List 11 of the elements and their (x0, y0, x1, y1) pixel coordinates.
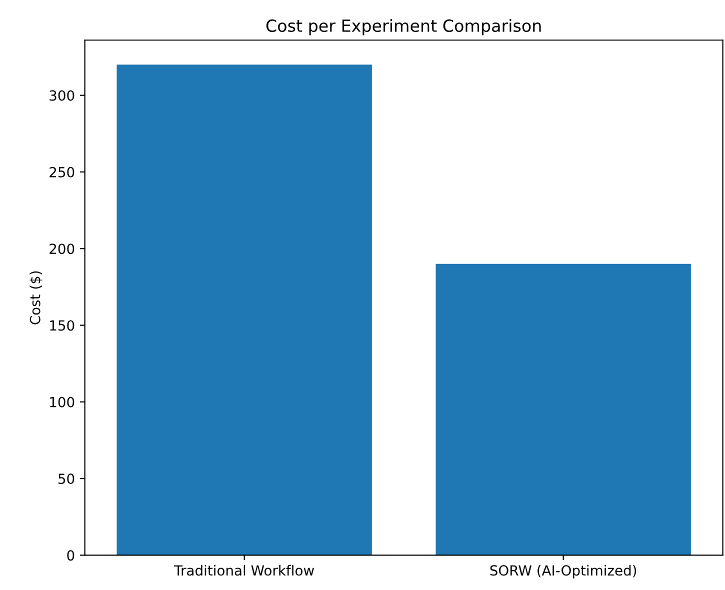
x-tick-label: SORW (AI-Optimized) (490, 564, 636, 578)
y-tick-label: 50 (58, 474, 74, 484)
y-tick-label: 250 (50, 166, 74, 178)
y-tick-label: 200 (50, 244, 74, 254)
x-tick-label: Traditional Workflow (174, 564, 314, 576)
y-tick-label: 100 (50, 396, 74, 408)
y-axis-title: Cost ($) (30, 271, 42, 324)
y-tick-label: 150 (50, 320, 74, 331)
y-tick-label: 300 (50, 90, 74, 101)
y-tick-label: 0 (67, 550, 74, 561)
chart-title: Cost per Experiment Comparison (266, 19, 541, 36)
